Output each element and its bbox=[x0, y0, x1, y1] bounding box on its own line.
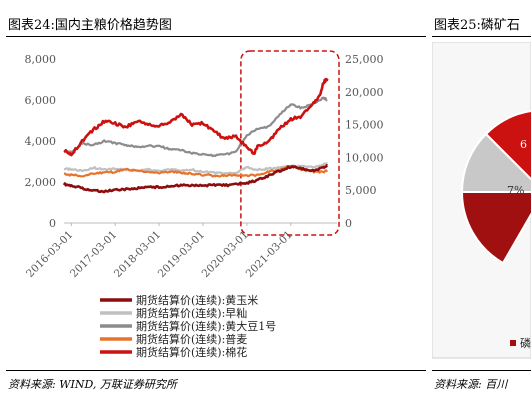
pie-slice-dark bbox=[460, 191, 531, 265]
right-chart-title: 图表25:磷矿石 bbox=[434, 18, 520, 33]
legend-label: 期货结算价(连续):普麦 bbox=[136, 332, 247, 346]
title-underline bbox=[6, 36, 426, 37]
y-right-tick-label: 15,000 bbox=[345, 119, 384, 132]
y-left-tick-label: 6,000 bbox=[25, 94, 57, 107]
right-source-rule bbox=[432, 370, 531, 371]
y-right-tick-label: 20,000 bbox=[345, 86, 384, 99]
source-note: 资料来源: WIND, 万联证券研究所 bbox=[8, 378, 177, 391]
y-left-tick-label: 4,000 bbox=[25, 135, 57, 148]
legend-label: 期货结算价(连续):早籼 bbox=[136, 306, 247, 320]
legend-label: 期货结算价(连续):黄大豆1号 bbox=[136, 319, 276, 333]
highlight-box bbox=[240, 50, 340, 236]
right-title-underline bbox=[432, 36, 531, 37]
right-source-note: 资料来源: 百川 bbox=[434, 378, 508, 391]
y-left-tick-label: 8,000 bbox=[25, 53, 57, 66]
line-chart: 0 2,000 4,000 6,000 8,000 0 5,000 10,000 15,000 2… bbox=[24, 50, 384, 359]
pie-label: 7% bbox=[507, 184, 524, 197]
pie-legend-swatch bbox=[510, 340, 516, 346]
legend-label: 期货结算价(连续):黄玉米 bbox=[136, 293, 258, 307]
y-left-tick-label: 0 bbox=[49, 217, 56, 230]
pie-label: 6 bbox=[520, 138, 527, 151]
source-rule bbox=[6, 370, 426, 371]
x-tick-label: 2021-03-01 bbox=[244, 229, 295, 280]
pie-chart: 6 7% 磷 bbox=[432, 42, 531, 359]
y-right-tick-label: 5,000 bbox=[345, 184, 377, 197]
y-right-tick-label: 25,000 bbox=[345, 53, 384, 66]
series-line bbox=[63, 77, 329, 157]
chart-title: 图表24:国内主粮价格趋势图 bbox=[8, 18, 172, 33]
pie-legend-label: 磷 bbox=[520, 337, 531, 350]
series-line bbox=[63, 96, 328, 158]
legend-label: 期货结算价(连续):棉花 bbox=[136, 345, 247, 359]
y-right-tick-label: 0 bbox=[345, 217, 352, 230]
pie-slice-red bbox=[484, 110, 531, 181]
pie-slice-gray bbox=[460, 132, 531, 193]
y-right-tick-label: 10,000 bbox=[345, 151, 384, 164]
series-line bbox=[62, 164, 329, 194]
y-left-tick-label: 2,000 bbox=[25, 176, 57, 189]
